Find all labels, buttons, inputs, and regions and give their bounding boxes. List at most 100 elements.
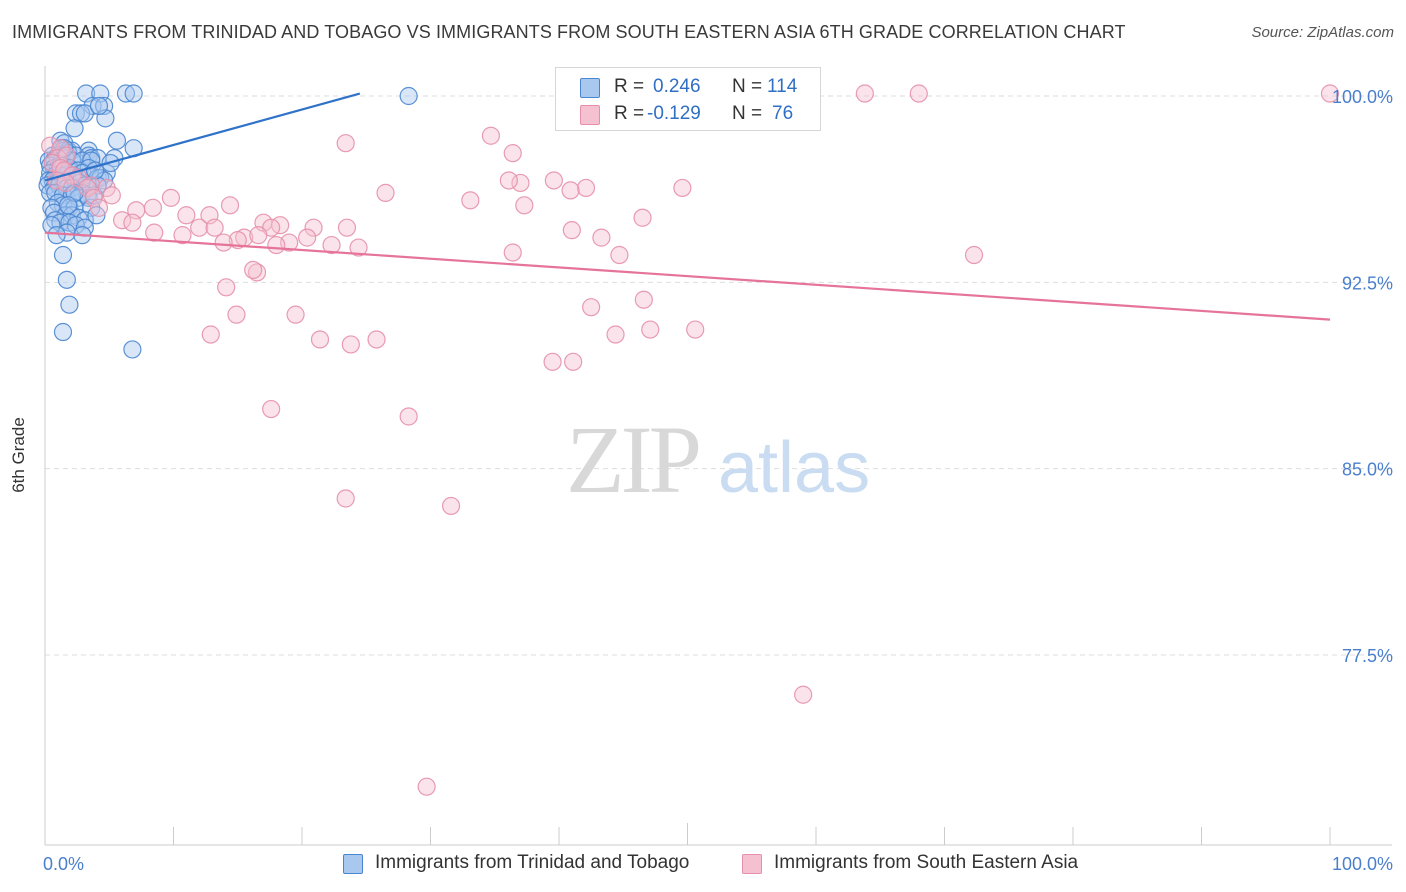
y-tick-label: 85.0%: [1342, 460, 1393, 480]
se-asia-trend-line: [44, 231, 1331, 321]
trinidad-point: [123, 340, 142, 359]
trinidad-point: [47, 226, 66, 245]
trinidad-point: [53, 322, 73, 342]
se-asia-point: [123, 213, 142, 232]
stats-row-blue: R = 0.246 N = 114: [556, 73, 820, 101]
se-asia-point: [561, 181, 580, 200]
se-asia-point: [336, 134, 355, 153]
tick-labels: 100.0% 92.5% 85.0% 77.5% 0.0% 100.0%: [43, 87, 1393, 874]
x-tick-label-max: 100.0%: [1332, 854, 1393, 874]
n-label: N =: [732, 76, 763, 97]
se-asia-point: [909, 84, 928, 103]
se-asia-point: [503, 144, 522, 163]
se-asia-point: [673, 178, 692, 198]
se-asia-point: [220, 196, 240, 215]
se-asia-point: [298, 228, 317, 247]
se-asia-point: [143, 198, 163, 217]
se-asia-point: [84, 188, 103, 207]
grid-lines: [45, 95, 1392, 656]
se-asia-point: [177, 206, 196, 225]
se-asia-point: [686, 320, 705, 339]
trinidad-point: [87, 206, 106, 225]
legend-swatch-blue: [343, 854, 363, 874]
se-asia-point: [515, 196, 534, 215]
watermark-atlas: atlas: [718, 428, 870, 508]
se-asia-point: [244, 260, 263, 280]
se-asia-point: [322, 235, 341, 255]
se-asia-point: [511, 173, 530, 193]
se-asia-point: [1320, 84, 1340, 103]
se-asia-point: [499, 171, 518, 190]
pink-series-swatch: [580, 105, 600, 125]
trinidad-point: [53, 245, 73, 265]
trinidad-point: [60, 295, 79, 314]
y-axis-label: 6th Grade: [9, 417, 28, 493]
watermark: ZIP atlas: [566, 406, 870, 513]
x-tick-label-min: 0.0%: [43, 854, 84, 874]
se-asia-point: [564, 352, 583, 371]
y-tick-label: 100.0%: [1332, 87, 1393, 107]
se-asia-point: [304, 218, 323, 237]
se-asia-point: [89, 198, 109, 217]
trinidad-point: [399, 86, 418, 106]
se-asia-point: [205, 218, 224, 237]
se-asia-point: [341, 335, 360, 354]
se-asia-point: [592, 228, 611, 247]
se-asia-point: [262, 399, 281, 419]
se-asia-point: [102, 186, 121, 205]
se-asia-point: [190, 218, 209, 237]
se-asia-point: [249, 226, 268, 245]
se-asia-point: [641, 320, 660, 339]
trinidad-point: [75, 211, 94, 230]
se-asia-point: [633, 208, 652, 227]
trinidad-point: [124, 84, 143, 103]
n-value: 76: [772, 103, 794, 124]
axes: [44, 66, 1392, 846]
trinidad-point: [55, 139, 74, 158]
se-asia-point: [337, 218, 357, 237]
se-asia-point: [481, 126, 500, 145]
se-asia-point: [214, 233, 233, 252]
se-asia-point: [543, 352, 562, 371]
stats-row-pink: R = -0.129 N = 76: [556, 100, 820, 128]
y-tick-label: 92.5%: [1342, 273, 1393, 293]
se-asia-point: [267, 235, 286, 255]
se-asia-point: [634, 290, 653, 309]
se-asia-point: [610, 245, 629, 265]
se-asia-point: [286, 305, 305, 324]
n-value: 114: [767, 76, 798, 97]
se-asia-point: [161, 188, 181, 207]
n-label: N =: [732, 103, 763, 124]
source-credit: Source: ZipAtlas.com: [1251, 24, 1394, 41]
se-asia-point: [503, 243, 522, 262]
se-asia-point: [367, 330, 386, 349]
se-asia-point: [217, 278, 236, 297]
se-asia-point: [855, 84, 874, 103]
r-value: 0.246: [653, 76, 701, 97]
trinidad-point: [89, 96, 109, 116]
se-asia-point: [78, 178, 97, 198]
se-asia-point: [227, 305, 246, 324]
trinidad-point: [57, 270, 76, 289]
se-asia-point: [336, 489, 355, 508]
se-asia-point: [441, 496, 461, 516]
se-asia-point: [145, 223, 164, 242]
se-asia-point: [173, 226, 192, 245]
se-asia-point: [606, 325, 625, 344]
se-asia-point: [794, 685, 813, 704]
se-asia-point: [544, 171, 563, 190]
se-asia-point: [376, 183, 395, 202]
se-asia-point: [310, 330, 330, 349]
r-label: R =: [614, 103, 645, 124]
r-value: -0.129: [647, 103, 701, 124]
legend-swatch-pink: [742, 854, 762, 874]
chart-title: IMMIGRANTS FROM TRINIDAD AND TOBAGO VS I…: [12, 22, 1126, 42]
se-asia-point: [399, 407, 418, 426]
se-asia-point: [562, 221, 581, 240]
legend-label: Immigrants from South Eastern Asia: [774, 852, 1079, 873]
trinidad-point: [75, 104, 94, 123]
trend-lines: [44, 92, 1331, 321]
se-asia-point: [576, 178, 596, 198]
r-label: R =: [614, 76, 645, 97]
